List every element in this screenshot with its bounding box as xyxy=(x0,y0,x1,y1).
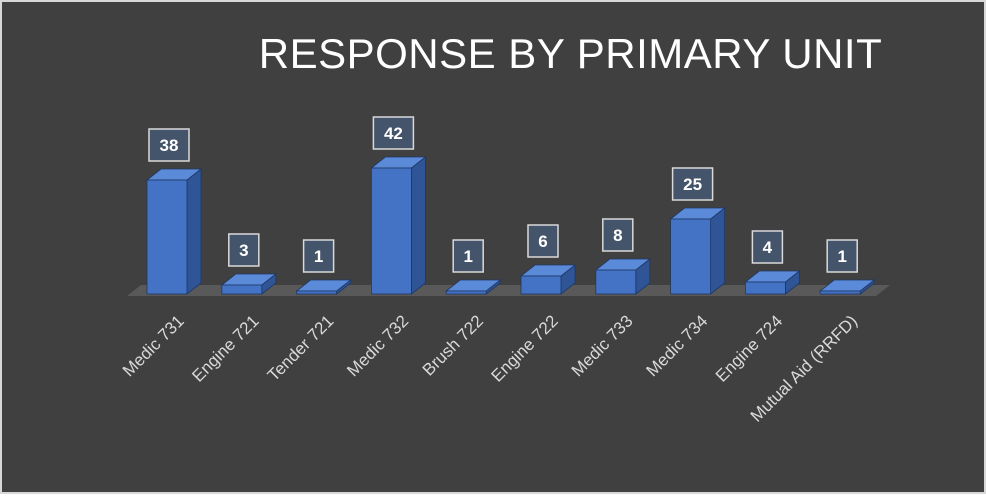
x-tick-label: Brush 722 xyxy=(419,311,487,379)
data-label: 38 xyxy=(148,128,190,162)
bar xyxy=(295,279,352,295)
data-label-text: 1 xyxy=(463,247,472,266)
data-label: 42 xyxy=(372,116,415,150)
x-tick-label: Medic 734 xyxy=(643,311,712,380)
bar xyxy=(519,264,577,295)
data-label: 1 xyxy=(452,239,484,273)
data-label: 25 xyxy=(671,167,714,201)
x-tick-label: Engine 721 xyxy=(188,311,262,385)
x-tick-label: Medic 732 xyxy=(343,311,412,380)
bar xyxy=(370,156,427,295)
data-label-text: 42 xyxy=(384,124,403,143)
data-label: 1 xyxy=(826,239,858,273)
bar xyxy=(220,273,277,295)
data-label-text: 8 xyxy=(613,226,622,245)
x-tick-label: Medic 731 xyxy=(119,311,188,380)
x-tick-label: Engine 722 xyxy=(488,311,562,385)
bar xyxy=(819,279,876,295)
data-label-text: 4 xyxy=(763,238,773,257)
data-label: 6 xyxy=(527,224,559,258)
bar xyxy=(669,207,726,295)
data-label-text: 1 xyxy=(837,247,846,266)
bar xyxy=(145,168,203,295)
data-label-text: 25 xyxy=(683,175,702,194)
bar xyxy=(445,279,502,295)
data-label: 8 xyxy=(602,218,634,252)
x-tick-label: Medic 733 xyxy=(568,311,637,380)
bar xyxy=(594,258,651,295)
bar xyxy=(744,270,801,295)
x-tick-label: Engine 724 xyxy=(712,311,786,385)
data-label-text: 6 xyxy=(538,232,547,251)
data-label: 1 xyxy=(302,239,335,273)
data-label-text: 1 xyxy=(314,247,323,266)
data-label: 3 xyxy=(228,233,260,267)
data-label-text: 38 xyxy=(160,136,179,155)
chart-title: RESPONSE BY PRIMARY UNIT xyxy=(258,30,883,77)
x-tick-label: Tender 721 xyxy=(264,311,338,385)
data-label: 4 xyxy=(751,230,784,264)
data-label-text: 3 xyxy=(239,241,248,260)
